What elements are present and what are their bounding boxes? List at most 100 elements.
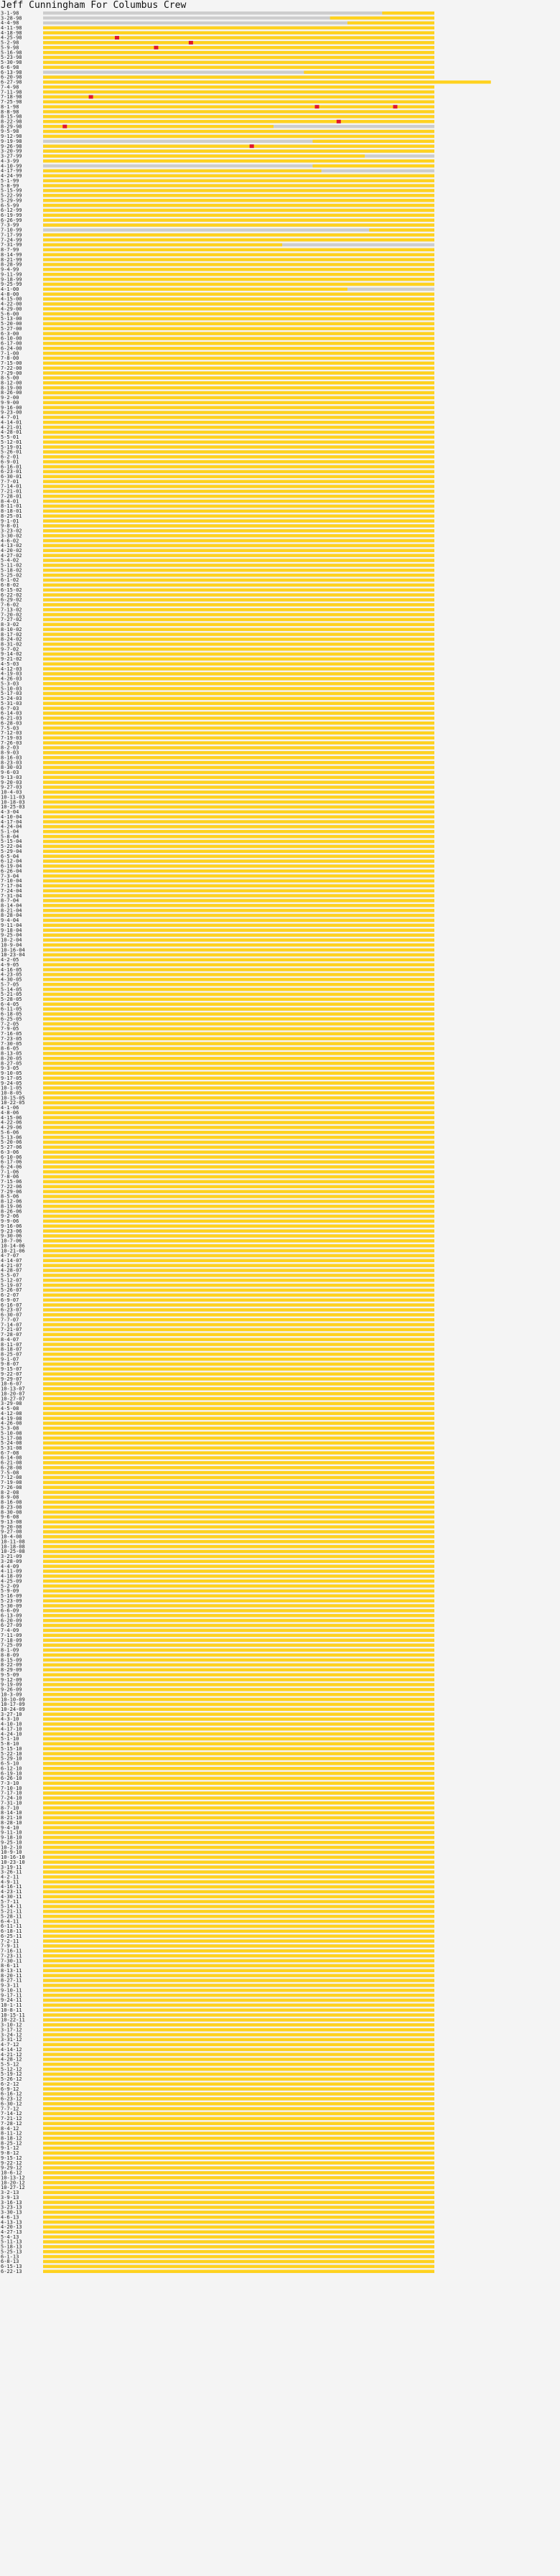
minutes-played-bar — [43, 1855, 434, 1859]
match-date-label: 7-9-11 — [1, 1943, 19, 1949]
minutes-played-bar — [43, 1027, 434, 1031]
minutes-played-bar — [43, 1836, 434, 1839]
minutes-played-bar — [43, 617, 434, 622]
minutes-played-bar — [43, 277, 434, 281]
match-date-label: 8-2-08 — [1, 1490, 19, 1495]
match-date-label: 6-16-12 — [1, 2091, 22, 2097]
minutes-played-bar — [43, 2254, 434, 2259]
match-date-label: 9-20-08 — [1, 1524, 22, 1530]
match-date-label: 7-18-09 — [1, 1638, 22, 1643]
minutes-played-bar — [43, 1574, 434, 1578]
minutes-played-bar — [43, 248, 434, 252]
match-date-label: 7-26-03 — [1, 740, 22, 746]
minutes-played-bar — [43, 282, 434, 286]
minutes-played-bar — [43, 1658, 434, 1662]
minutes-played-bar — [43, 2137, 434, 2140]
minutes-played-bar — [43, 953, 434, 957]
match-date-label: 7-27-02 — [1, 617, 22, 622]
minutes-played-bar — [43, 1318, 434, 1322]
minutes-played-bar — [43, 948, 434, 952]
minutes-played-bar — [43, 105, 434, 108]
match-date-label: 8-27-05 — [1, 1060, 22, 1066]
match-date-label: 5-4-13 — [1, 2234, 19, 2240]
minutes-played-bar — [43, 1175, 434, 1179]
minutes-played-bar — [43, 2097, 434, 2101]
minutes-played-bar — [43, 1264, 434, 1267]
match-date-label: 4-24-99 — [1, 173, 22, 179]
minutes-played-bar — [43, 1406, 434, 1411]
minutes-played-bar — [43, 124, 274, 129]
match-date-label: 4-14-07 — [1, 1258, 22, 1264]
minutes-played-bar — [43, 825, 434, 829]
minutes-played-bar — [43, 371, 434, 375]
match-date-label: 9-8-01 — [1, 523, 19, 529]
match-date-label: 4-4-98 — [1, 20, 19, 26]
minutes-played-bar — [43, 534, 434, 538]
minutes-played-bar — [43, 879, 434, 883]
match-date-label: 8-1-98 — [1, 104, 19, 110]
minutes-played-bar — [43, 1880, 434, 1884]
match-date-label: 5-22-10 — [1, 1751, 22, 1757]
minutes-played-bar — [43, 1885, 434, 1889]
minutes-played-bar — [43, 1160, 434, 1164]
goal-marker — [188, 40, 193, 45]
match-date-label: 6-27-98 — [1, 80, 22, 85]
match-date-label: 5-16-98 — [1, 50, 22, 55]
minutes-played-bar — [43, 711, 434, 715]
match-date-label: 8-14-99 — [1, 252, 22, 258]
match-date-label: 5-13-06 — [1, 1134, 22, 1140]
match-date-label: 6-19-99 — [1, 213, 22, 218]
match-date-label: 4-9-05 — [1, 962, 19, 968]
match-date-label: 9-26-09 — [1, 1687, 22, 1693]
minutes-played-bar — [43, 455, 434, 459]
match-date-label: 5-25-13 — [1, 2249, 22, 2254]
minutes-played-bar — [43, 499, 434, 503]
minutes-played-bar — [43, 770, 434, 775]
minutes-played-bar — [43, 1821, 434, 1824]
match-date-label: 5-27-00 — [1, 326, 22, 332]
minutes-played-bar — [43, 1396, 434, 1401]
minutes-played-bar — [43, 933, 434, 937]
match-date-label: 7-20-02 — [1, 612, 22, 617]
minutes-played-bar — [43, 1737, 434, 1741]
match-date-label: 4-28-01 — [1, 429, 22, 435]
match-date-label: 6-25-11 — [1, 1933, 22, 1939]
match-date-label: 8-16-03 — [1, 755, 22, 760]
match-date-label: 10-13-12 — [1, 2175, 25, 2180]
match-background-bar — [43, 164, 434, 168]
match-date-label: 8-20-11 — [1, 1973, 22, 1979]
match-date-label: 10-21-06 — [1, 1248, 25, 1254]
minutes-played-bar — [43, 1338, 434, 1341]
minutes-played-bar — [43, 987, 434, 991]
minutes-played-bar — [43, 1343, 434, 1346]
match-date-label: 8-27-11 — [1, 1978, 22, 1984]
minutes-played-bar — [43, 1170, 434, 1174]
minutes-played-bar — [43, 2211, 434, 2214]
minutes-played-bar — [43, 790, 434, 794]
match-date-label: 8-28-99 — [1, 262, 22, 268]
minutes-played-bar — [43, 1727, 434, 1731]
minutes-played-bar — [43, 1422, 434, 1425]
minutes-played-bar — [43, 1717, 434, 1721]
match-date-label: 9-19-09 — [1, 1682, 22, 1688]
minutes-played-bar — [43, 696, 434, 701]
minutes-played-bar — [43, 189, 434, 192]
minutes-played-bar — [43, 1673, 434, 1676]
match-date-label: 3-10-12 — [1, 2022, 22, 2028]
match-date-label: 9-29-12 — [1, 2165, 22, 2171]
minutes-played-bar — [43, 1949, 434, 1953]
minutes-played-bar — [43, 538, 434, 543]
minutes-played-bar — [43, 1042, 434, 1045]
match-date-label: 7-10-04 — [1, 878, 22, 884]
match-date-label: 7-7-01 — [1, 479, 19, 485]
match-date-label: 10-18-08 — [1, 1544, 25, 1549]
match-date-label: 3-20-99 — [1, 149, 22, 154]
match-date-label: 4-20-13 — [1, 2224, 22, 2230]
minutes-played-bar — [43, 1663, 434, 1667]
minutes-played-bar — [43, 1436, 434, 1440]
minutes-played-bar — [43, 1757, 434, 1760]
minutes-played-bar — [43, 1554, 434, 1559]
match-date-label: 9-11-04 — [1, 923, 22, 928]
minutes-played-bar — [43, 1653, 434, 1657]
match-date-label: 7-21-01 — [1, 489, 22, 495]
